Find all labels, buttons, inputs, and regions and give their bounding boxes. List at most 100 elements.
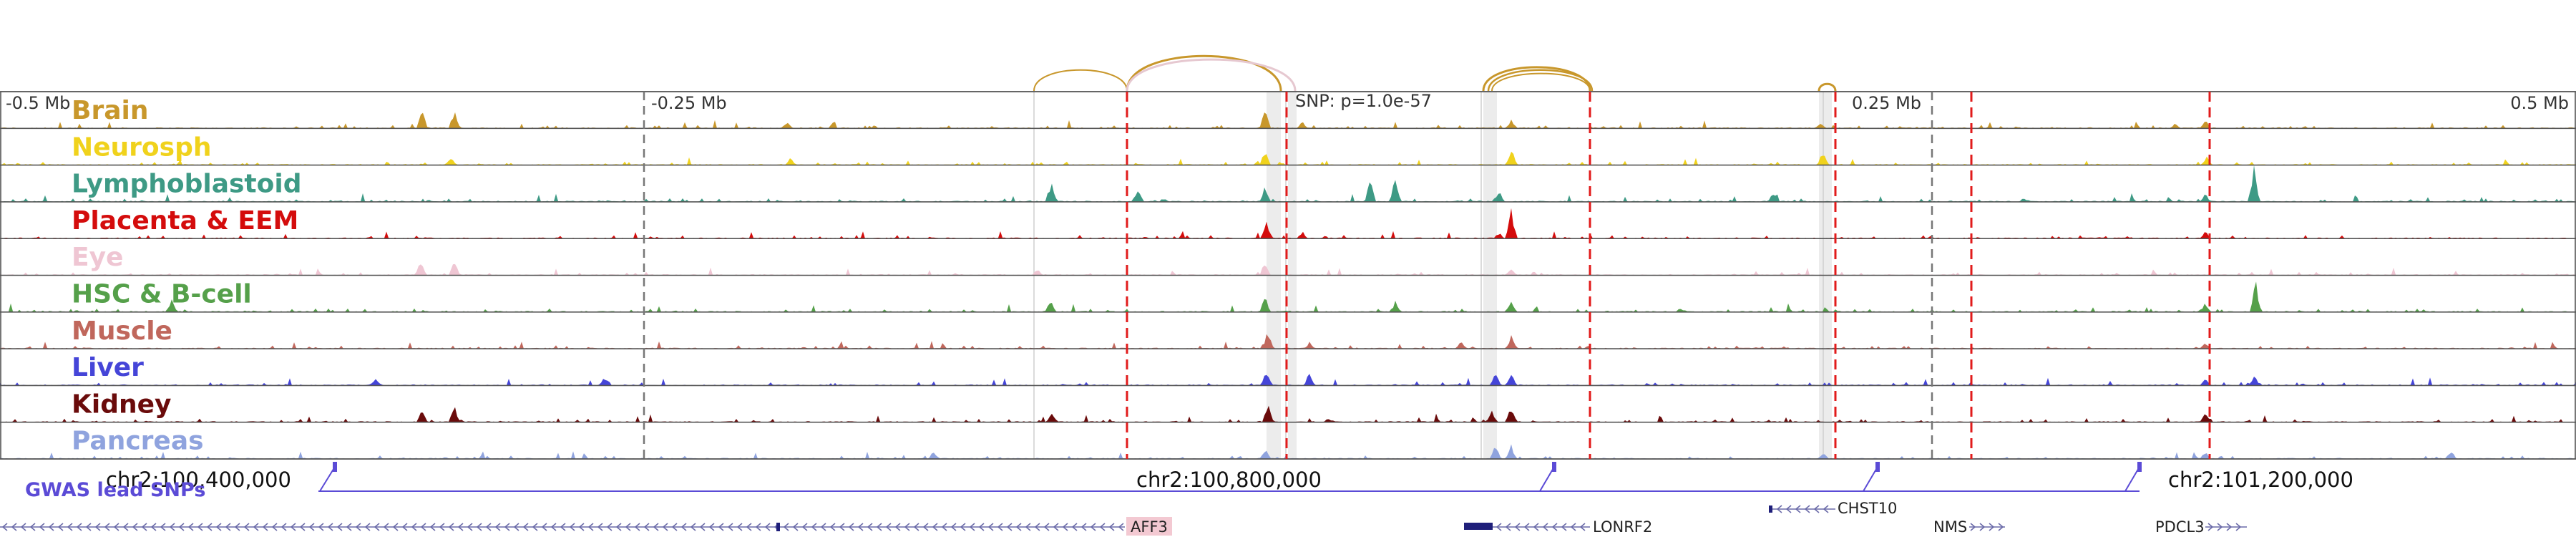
aff3-strand-arrow	[504, 523, 510, 531]
aff3-strand-arrow	[848, 523, 854, 531]
track-frame	[0, 91, 2576, 460]
aff3-strand-arrow	[1080, 523, 1087, 531]
chst10-strand-arrow	[1823, 505, 1829, 513]
aff3-strand-arrow	[448, 523, 454, 531]
aff3-strand-arrow	[1053, 523, 1059, 531]
aff3-strand-arrow	[336, 523, 343, 531]
aff3-strand-arrow	[820, 523, 826, 531]
aff3-strand-arrow	[280, 523, 287, 531]
aff3-strand-arrow	[746, 523, 752, 531]
track-label-4: Placenta & EEM	[72, 206, 298, 236]
aff3-strand-arrow	[643, 523, 650, 531]
aff3-strand-arrow	[392, 523, 399, 531]
gene-label-lonrf2: LONRF2	[1593, 518, 1652, 536]
lonrf2-strand-arrow	[1533, 523, 1539, 531]
aff3-strand-arrow	[634, 523, 640, 531]
aff3-strand-arrow	[439, 523, 445, 531]
track-labels: Brain Neurosph Lymphoblastoid Placenta & EE…	[72, 96, 302, 456]
aff3-strand-arrow	[132, 523, 138, 531]
aff3-strand-arrow	[913, 523, 919, 531]
aff3-strand-arrow	[11, 523, 17, 531]
aff3-strand-arrow	[262, 523, 268, 531]
aff3-strand-arrow	[57, 523, 64, 531]
aff3-strand-arrow	[225, 523, 231, 531]
aff3-strand-arrow	[178, 523, 185, 531]
aff3-strand-arrow	[420, 523, 426, 531]
aff3-strand-arrow	[513, 523, 519, 531]
chst10-strand-arrow	[1804, 505, 1810, 513]
aff3-strand-arrow	[960, 523, 966, 531]
aff3-strand-arrow	[1043, 523, 1050, 531]
aff3-strand-arrow	[150, 523, 157, 531]
aff3-strand-arrow	[290, 523, 296, 531]
scale-label-minus-0-25: -0.25 Mb	[651, 93, 727, 113]
aff3-strand-arrow	[811, 523, 817, 531]
lonrf2-strand-arrow	[1551, 523, 1558, 531]
aff3-strand-arrow	[122, 523, 129, 531]
lonrf2-strand-arrow	[1570, 523, 1576, 531]
lonrf2-strand-arrow	[1579, 523, 1586, 531]
aff3-strand-arrow	[141, 523, 147, 531]
aff3-strand-arrow	[690, 523, 696, 531]
aff3-strand-arrow	[29, 523, 36, 531]
track-label-3: Lymphoblastoid	[72, 170, 302, 199]
aff3-strand-arrow	[1090, 523, 1096, 531]
chst10-exon	[1769, 505, 1772, 513]
aff3-strand-arrow	[197, 523, 203, 531]
aff3-strand-arrow	[969, 523, 975, 531]
guide-lines	[643, 92, 2211, 459]
aff3-strand-arrow	[894, 523, 901, 531]
gwas-snp-connector-3	[1863, 466, 1878, 492]
aff3-strand-arrow	[1062, 523, 1068, 531]
aff3-strand-arrow	[764, 523, 771, 531]
aff3-strand-arrow	[411, 523, 417, 531]
aff3-strand-arrow	[76, 523, 82, 531]
aff3-strand-arrow	[1034, 523, 1040, 531]
lonrf2-strand-arrow	[1561, 523, 1567, 531]
aff3-strand-arrow	[94, 523, 101, 531]
aff3-strand-arrow	[904, 523, 910, 531]
track-label-5: Eye	[72, 243, 123, 272]
track-label-8: Liver	[72, 353, 144, 382]
pdcl3-strand-arrow	[2217, 523, 2223, 531]
nms-strand-arrow	[1989, 523, 1995, 531]
aff3-strand-arrow	[997, 523, 1003, 531]
aff3-strand-arrow	[67, 523, 73, 531]
aff3-strand-arrow	[39, 523, 45, 531]
aff3-strand-arrow	[625, 523, 631, 531]
scale-label-minus-0-5: -0.5 Mb	[6, 93, 70, 113]
signal-tracks	[0, 91, 2576, 460]
track-label-1: Brain	[72, 96, 148, 125]
lonrf2-strand-arrow	[1505, 523, 1511, 531]
gwas-snp-connector-4	[2124, 466, 2140, 492]
aff3-strand-arrow	[401, 523, 408, 531]
track-signal-8	[0, 374, 2576, 386]
aff3-strand-arrow	[932, 523, 938, 531]
aff3-strand-arrow	[885, 523, 892, 531]
aff3-strand-arrow	[457, 523, 464, 531]
aff3-strand-arrow	[1099, 523, 1106, 531]
track-label-9: Kidney	[72, 390, 172, 419]
aff3-strand-arrow	[522, 523, 529, 531]
aff3-strand-arrow	[653, 523, 659, 531]
lonrf2-strand-arrow	[1542, 523, 1548, 531]
aff3-strand-arrow	[318, 523, 324, 531]
interaction-arcs	[1033, 54, 1837, 92]
aff3-strand-arrow	[578, 523, 585, 531]
scale-label-plus-0-25: 0.25 Mb	[1852, 93, 1921, 113]
lonrf2-exon	[1464, 523, 1493, 530]
aff3-strand-arrow	[978, 523, 985, 531]
gene-label-nms: NMS	[1933, 518, 1967, 536]
aff3-strand-arrow	[20, 523, 26, 531]
interaction-arc-1	[1033, 69, 1128, 92]
aff3-highlight	[1126, 517, 1172, 536]
interaction-arc-6	[1491, 72, 1591, 92]
aff3-strand-arrow	[867, 523, 873, 531]
coordinate-label-1: chr2:100,400,000	[106, 468, 291, 492]
pdcl3-strand-arrow	[2235, 523, 2242, 531]
aff3-strand-arrow	[662, 523, 668, 531]
aff3-strand-arrow	[494, 523, 501, 531]
aff3-strand-arrow	[550, 523, 557, 531]
chst10-strand-arrow	[1795, 505, 1801, 513]
